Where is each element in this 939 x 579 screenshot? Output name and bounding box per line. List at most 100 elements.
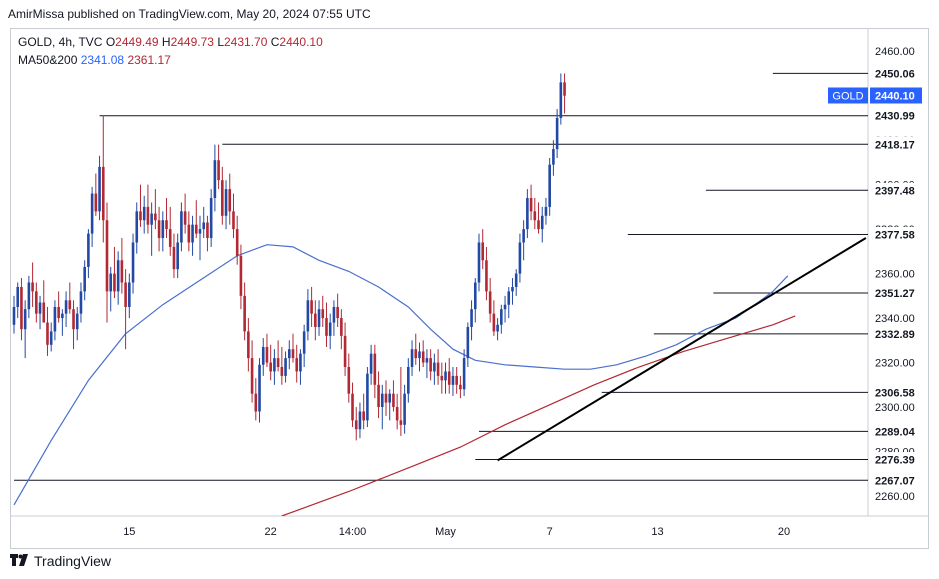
legend-symbol: GOLD, 4h, TVC bbox=[18, 35, 103, 49]
candle-body bbox=[176, 242, 179, 270]
legend-low: 2431.70 bbox=[224, 35, 268, 49]
candle-body bbox=[250, 358, 254, 394]
candle-body bbox=[328, 322, 332, 336]
candle-body bbox=[526, 198, 529, 230]
candle-body bbox=[180, 211, 183, 243]
candle-body bbox=[83, 266, 86, 292]
candle-body bbox=[161, 220, 165, 239]
candle-body bbox=[362, 411, 365, 421]
candle-body bbox=[507, 291, 511, 305]
candle-body bbox=[94, 193, 98, 212]
candle-body bbox=[351, 393, 354, 421]
candle-body bbox=[514, 273, 518, 287]
candle-body bbox=[269, 362, 272, 372]
candle-body bbox=[53, 306, 57, 332]
candle-body bbox=[87, 233, 90, 267]
candle-body bbox=[354, 420, 358, 430]
candle-body bbox=[559, 82, 563, 118]
candle-body bbox=[135, 211, 139, 243]
candle-body bbox=[555, 117, 559, 150]
y-tick-label: 2260.00 bbox=[875, 491, 915, 503]
candle-body bbox=[46, 322, 49, 345]
candle-body bbox=[247, 331, 250, 359]
candle-body bbox=[291, 349, 295, 359]
candle-body bbox=[455, 375, 458, 385]
candle-body bbox=[425, 358, 429, 363]
candle-body bbox=[221, 180, 224, 216]
candle-body bbox=[146, 206, 150, 225]
level-label-bg bbox=[870, 65, 922, 81]
tradingview-brand: TradingView bbox=[34, 553, 112, 569]
candle-body bbox=[258, 364, 261, 412]
candle-body bbox=[105, 220, 109, 292]
symbol-badge bbox=[828, 87, 868, 104]
candle-body bbox=[321, 309, 325, 319]
candle-body bbox=[254, 393, 258, 412]
candle-body bbox=[68, 300, 72, 310]
level-label-bg bbox=[870, 227, 922, 243]
candle-body bbox=[75, 313, 79, 330]
candle-body bbox=[306, 300, 310, 332]
candle-body bbox=[120, 260, 124, 283]
candle-body bbox=[488, 291, 492, 314]
level-price-label: 2430.99 bbox=[875, 111, 915, 123]
candle-body bbox=[90, 193, 94, 234]
candle-body bbox=[299, 353, 302, 372]
candle-body bbox=[187, 224, 191, 243]
x-tick-label: May bbox=[435, 526, 456, 538]
level-label-bg bbox=[870, 326, 922, 342]
candle-body bbox=[64, 300, 68, 314]
candle-body bbox=[38, 302, 42, 314]
x-tick-label: 22 bbox=[265, 526, 277, 538]
candle-body bbox=[358, 411, 362, 430]
candle-body bbox=[284, 358, 287, 376]
candle-body bbox=[540, 215, 544, 230]
candle-body bbox=[113, 273, 116, 292]
publish-caption: AmirMissa published on TradingView.com, … bbox=[8, 7, 371, 21]
candle-body bbox=[366, 373, 369, 421]
candle-body bbox=[31, 282, 34, 292]
candle-body bbox=[27, 282, 31, 310]
candle-body bbox=[451, 375, 455, 385]
candle-body bbox=[194, 224, 198, 234]
candle-body bbox=[470, 309, 473, 327]
level-price-label: 2276.39 bbox=[875, 455, 915, 467]
candle-body bbox=[548, 164, 551, 207]
candle-body bbox=[116, 260, 120, 292]
chart-frame[interactable] bbox=[10, 28, 929, 549]
x-tick-label: 20 bbox=[778, 526, 790, 538]
candle-body bbox=[302, 331, 306, 354]
candle-body bbox=[101, 166, 105, 221]
level-price-label: 2351.27 bbox=[875, 288, 915, 300]
candle-body bbox=[49, 331, 53, 345]
candle-body bbox=[340, 318, 343, 336]
level-price-label: 2289.04 bbox=[875, 426, 916, 438]
candle-body bbox=[168, 229, 172, 247]
candle-body bbox=[61, 313, 64, 319]
candle-body bbox=[243, 295, 246, 332]
candle-body bbox=[202, 222, 206, 230]
ma50-line bbox=[13, 244, 789, 506]
candle-body bbox=[399, 420, 403, 425]
candle-body bbox=[217, 160, 220, 181]
candle-body bbox=[20, 286, 23, 330]
candle-body bbox=[503, 304, 507, 310]
plot-area bbox=[12, 72, 868, 516]
tradingview-footer[interactable]: TradingView bbox=[10, 553, 111, 569]
level-label-bg bbox=[870, 108, 922, 124]
candle-body bbox=[440, 375, 444, 381]
candle-body bbox=[124, 282, 127, 307]
level-label-bg bbox=[870, 136, 922, 152]
candle-body bbox=[492, 313, 496, 332]
candle-body bbox=[98, 166, 101, 212]
candle-body bbox=[79, 291, 83, 314]
legend-close: 2440.10 bbox=[279, 35, 323, 49]
level-price-label: 2267.07 bbox=[875, 475, 915, 487]
level-label-bg bbox=[870, 452, 922, 468]
candle-body bbox=[407, 367, 410, 394]
candle-body bbox=[232, 211, 235, 230]
candle-body bbox=[209, 198, 213, 239]
candle-body bbox=[436, 362, 440, 376]
level-label-bg bbox=[870, 423, 922, 439]
